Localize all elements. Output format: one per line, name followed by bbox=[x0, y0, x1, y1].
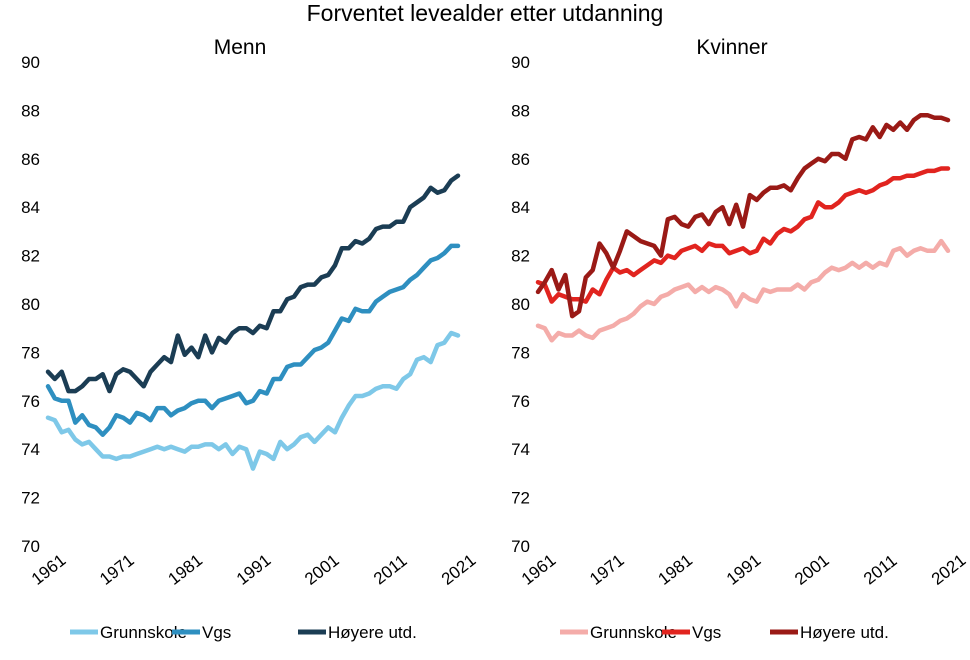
y-tick-label: 76 bbox=[511, 392, 530, 411]
y-tick-label: 70 bbox=[511, 537, 530, 556]
x-tick-label: 2021 bbox=[928, 551, 970, 589]
legend-label-grunnskole: Grunnskole bbox=[100, 623, 187, 642]
panel-title: Menn bbox=[214, 36, 267, 59]
x-tick-label: 1971 bbox=[96, 551, 138, 589]
y-tick-label: 84 bbox=[511, 198, 530, 217]
x-tick-label: 1961 bbox=[28, 551, 70, 589]
chart-title: Forventet levealder etter utdanning bbox=[307, 0, 664, 26]
legend-label-hoyere-utd: Høyere utd. bbox=[800, 623, 889, 642]
x-tick-label: 1981 bbox=[165, 551, 207, 589]
y-tick-label: 82 bbox=[21, 247, 40, 266]
y-tick-label: 70 bbox=[21, 537, 40, 556]
y-tick-label: 80 bbox=[21, 295, 40, 314]
y-tick-label: 86 bbox=[21, 150, 40, 169]
series-line-hoyere-utd bbox=[535, 112, 951, 319]
x-tick-label: 1991 bbox=[723, 551, 765, 589]
y-tick-label: 78 bbox=[511, 343, 530, 362]
legend-label-vgs: Vgs bbox=[692, 623, 721, 642]
x-tick-label: 1971 bbox=[586, 551, 628, 589]
x-tick-label: 2021 bbox=[438, 551, 480, 589]
y-tick-label: 74 bbox=[511, 440, 530, 459]
series-line-grunnskole bbox=[535, 238, 951, 343]
series-line-vgs bbox=[45, 243, 461, 437]
y-tick-label: 72 bbox=[511, 489, 530, 508]
y-tick-label: 72 bbox=[21, 489, 40, 508]
panel-title: Kvinner bbox=[696, 36, 767, 59]
y-tick-label: 88 bbox=[511, 101, 530, 120]
y-tick-label: 74 bbox=[21, 440, 40, 459]
y-tick-label: 78 bbox=[21, 343, 40, 362]
y-tick-label: 88 bbox=[21, 101, 40, 120]
y-tick-label: 86 bbox=[511, 150, 530, 169]
legend-label-hoyere-utd: Høyere utd. bbox=[328, 623, 417, 642]
panel-kvinner: Kvinner 70 72 74 76 78 80 82 84 86 88 90 1961 1971 198… bbox=[511, 36, 969, 642]
series-line-vgs bbox=[535, 166, 951, 304]
x-tick-label: 2011 bbox=[860, 551, 901, 588]
legend-label-grunnskole: Grunnskole bbox=[590, 623, 677, 642]
x-tick-label: 1961 bbox=[518, 551, 560, 589]
legend-label-vgs: Vgs bbox=[202, 623, 231, 642]
y-tick-label: 90 bbox=[21, 53, 40, 72]
y-tick-label: 76 bbox=[21, 392, 40, 411]
series-line-grunnskole bbox=[45, 330, 461, 471]
x-tick-label: 2001 bbox=[301, 551, 343, 589]
y-tick-label: 82 bbox=[511, 247, 530, 266]
x-tick-label: 2011 bbox=[370, 551, 411, 588]
x-tick-label: 1991 bbox=[233, 551, 275, 589]
series-line-hoyere-utd bbox=[45, 173, 461, 394]
x-tick-label: 1981 bbox=[655, 551, 697, 589]
y-tick-label: 90 bbox=[511, 53, 530, 72]
panel-menn: Menn 70 72 74 76 78 80 82 84 86 88 90 1961 1971 1981 19… bbox=[21, 36, 479, 642]
y-tick-label: 80 bbox=[511, 295, 530, 314]
x-tick-label: 2001 bbox=[791, 551, 833, 589]
y-tick-label: 84 bbox=[21, 198, 40, 217]
